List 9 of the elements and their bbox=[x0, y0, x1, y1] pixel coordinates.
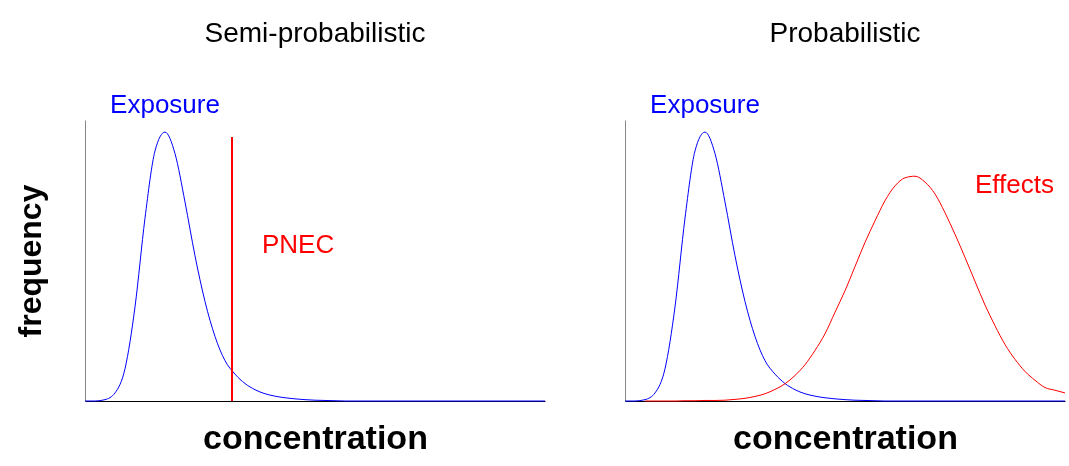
series-label: Exposure bbox=[650, 89, 760, 120]
series-label: Exposure bbox=[110, 89, 220, 120]
x-axis-title: concentration bbox=[733, 417, 958, 456]
annotation: PNEC bbox=[262, 229, 335, 259]
y-axis-title: frequency bbox=[11, 184, 48, 338]
chart-title: Probabilistic bbox=[769, 17, 921, 49]
x-axis-title: concentration bbox=[203, 417, 428, 456]
chart-title: Semi-probabilistic bbox=[204, 17, 426, 49]
series-label: Effects bbox=[975, 169, 1055, 200]
